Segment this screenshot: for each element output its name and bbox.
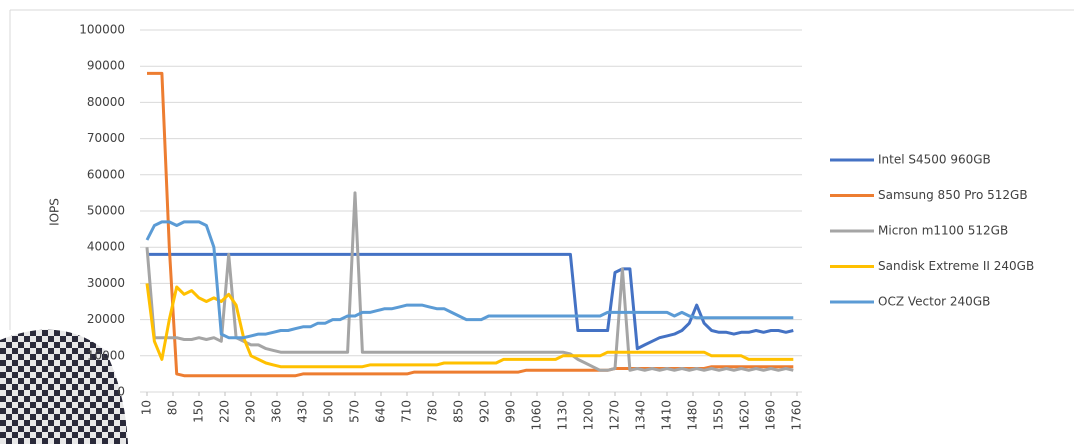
- series-line: [145, 283, 794, 369]
- x-tick-label: 220: [218, 400, 232, 423]
- x-tick-label: 10: [140, 400, 154, 415]
- y-tick-label: 60000: [87, 167, 125, 181]
- person-photo: [0, 329, 128, 444]
- y-tick-label: 0: [117, 385, 125, 399]
- x-tick-label: 990: [504, 400, 518, 423]
- x-tick-label: 290: [244, 400, 258, 423]
- x-tick-label: 1060: [530, 400, 544, 431]
- series-line: [145, 220, 794, 340]
- x-tick-label: 1410: [660, 400, 674, 431]
- x-tick-label: 1620: [738, 400, 752, 431]
- x-tick-label: 920: [478, 400, 492, 423]
- x-tick-label: 640: [374, 400, 388, 423]
- x-tick-label: 710: [400, 400, 414, 423]
- y-tick-label: 10000: [87, 348, 125, 362]
- legend-label: OCZ Vector 240GB: [878, 295, 990, 309]
- legend-label: Micron m1100 512GB: [878, 224, 1008, 238]
- x-tick-label: 1270: [608, 400, 622, 431]
- legend-label: Intel S4500 960GB: [878, 153, 991, 167]
- series-line: [145, 191, 794, 372]
- y-axis-title: IOPS: [48, 198, 62, 226]
- x-tick-label: 780: [426, 400, 440, 423]
- y-tick-label: 50000: [87, 204, 125, 218]
- y-tick-label: 90000: [87, 59, 125, 73]
- y-tick-label: 100000: [79, 23, 125, 37]
- x-tick-label: 1130: [556, 400, 570, 431]
- y-tick-label: 20000: [87, 312, 125, 326]
- x-tick-label: 1760: [790, 400, 804, 431]
- x-tick-label: 150: [192, 400, 206, 423]
- x-tick-label: 1690: [764, 400, 778, 431]
- x-tick-label: 360: [270, 400, 284, 423]
- y-tick-label: 40000: [87, 240, 125, 254]
- x-tick-label: 430: [296, 400, 310, 423]
- legend-label: Sandisk Extreme II 240GB: [878, 259, 1034, 273]
- x-tick-label: 1200: [582, 400, 596, 431]
- y-tick-label: 30000: [87, 276, 125, 290]
- y-tick-label: 70000: [87, 131, 125, 145]
- x-tick-label: 80: [166, 400, 180, 415]
- x-tick-label: 1550: [712, 400, 726, 431]
- x-tick-label: 570: [348, 400, 362, 423]
- x-tick-label: 500: [322, 400, 336, 423]
- series-line: [147, 252, 794, 351]
- legend-label: Samsung 850 Pro 512GB: [878, 188, 1028, 202]
- x-tick-label: 850: [452, 400, 466, 423]
- x-tick-label: 1480: [686, 400, 700, 431]
- y-tick-label: 80000: [87, 95, 125, 109]
- x-tick-label: 1340: [634, 400, 648, 431]
